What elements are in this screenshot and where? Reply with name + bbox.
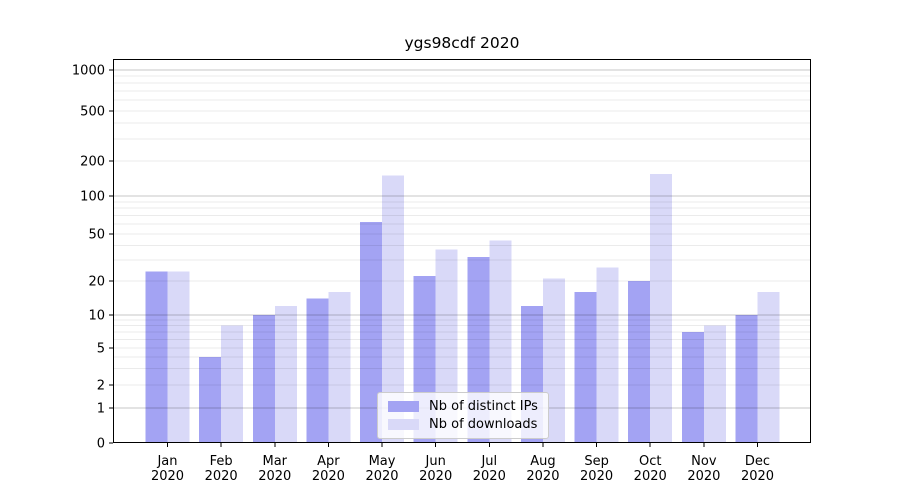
x-tick-label-month: Aug bbox=[530, 454, 555, 469]
legend: Nb of distinct IPs Nb of downloads bbox=[377, 392, 549, 439]
x-tick-label-year: 2020 bbox=[473, 469, 506, 484]
y-tick-label: 100 bbox=[80, 190, 105, 205]
x-tick-label-month: Dec bbox=[745, 454, 770, 469]
bar-distinct-ips-jan bbox=[145, 271, 168, 443]
bar-downloads-oct bbox=[650, 173, 673, 443]
y-tick-label: 0 bbox=[97, 437, 105, 452]
x-tick-label-month: Jul bbox=[480, 454, 497, 469]
y-tick-label: 2 bbox=[97, 379, 105, 394]
plot-border bbox=[113, 59, 811, 443]
bar-distinct-ips-apr bbox=[306, 298, 329, 443]
x-tick-label-month: Apr bbox=[317, 454, 340, 469]
x-tick-label-month: Jun bbox=[425, 454, 446, 469]
y-tick-label: 1000 bbox=[72, 64, 105, 79]
bar-distinct-ips-feb bbox=[199, 357, 222, 443]
chart-title: ygs98cdf 2020 bbox=[404, 34, 520, 52]
y-tick-label: 200 bbox=[80, 155, 105, 170]
y-tick-label: 500 bbox=[80, 105, 105, 120]
bar-distinct-ips-dec bbox=[735, 315, 758, 443]
x-tick-label-year: 2020 bbox=[526, 469, 559, 484]
y-tick-label: 1 bbox=[97, 402, 105, 417]
bar-downloads-may bbox=[382, 175, 405, 443]
x-tick-label-year: 2020 bbox=[312, 469, 345, 484]
bar-downloads-jan bbox=[167, 271, 190, 443]
bar-distinct-ips-nov bbox=[681, 331, 704, 443]
bar-downloads-nov bbox=[703, 325, 726, 443]
x-tick-label-year: 2020 bbox=[365, 469, 398, 484]
x-tick-label-month: Jan bbox=[156, 454, 177, 469]
x-tick-label-year: 2020 bbox=[687, 469, 720, 484]
x-tick-label-month: Feb bbox=[210, 454, 233, 469]
x-tick-label-month: Mar bbox=[263, 454, 288, 469]
legend-item-downloads: Nb of downloads bbox=[388, 418, 542, 431]
x-tick-label-month: Sep bbox=[584, 454, 609, 469]
x-tick-label-year: 2020 bbox=[205, 469, 238, 484]
x-tick-label-month: May bbox=[369, 454, 396, 469]
bar-downloads-apr bbox=[328, 291, 351, 443]
x-tick-label-year: 2020 bbox=[634, 469, 667, 484]
bar-distinct-ips-may bbox=[360, 222, 383, 443]
legend-swatch-distinct-ips bbox=[388, 401, 419, 412]
x-tick-label-year: 2020 bbox=[151, 469, 184, 484]
bar-downloads-sep bbox=[596, 267, 619, 443]
x-tick-label-year: 2020 bbox=[741, 469, 774, 484]
bar-distinct-ips-mar bbox=[252, 315, 275, 443]
bar-distinct-ips-oct bbox=[628, 281, 651, 443]
y-tick-label: 20 bbox=[88, 275, 105, 290]
x-tick-label-year: 2020 bbox=[580, 469, 613, 484]
y-tick-label: 10 bbox=[88, 309, 105, 324]
x-tick-label-month: Nov bbox=[691, 454, 717, 469]
y-tick-label: 5 bbox=[97, 342, 105, 357]
bar-downloads-feb bbox=[221, 325, 244, 443]
legend-item-distinct-ips: Nb of distinct IPs bbox=[388, 400, 542, 413]
x-tick-label-month: Oct bbox=[639, 454, 661, 469]
x-tick-label-year: 2020 bbox=[258, 469, 291, 484]
legend-swatch-downloads bbox=[388, 419, 419, 430]
bar-downloads-dec bbox=[757, 291, 780, 443]
bar-distinct-ips-sep bbox=[574, 291, 597, 443]
bar-downloads-mar bbox=[274, 306, 297, 443]
legend-label-distinct-ips: Nb of distinct IPs bbox=[429, 399, 538, 414]
legend-label-downloads: Nb of downloads bbox=[429, 417, 538, 432]
y-tick-label: 50 bbox=[88, 228, 105, 243]
x-tick-label-year: 2020 bbox=[419, 469, 452, 484]
